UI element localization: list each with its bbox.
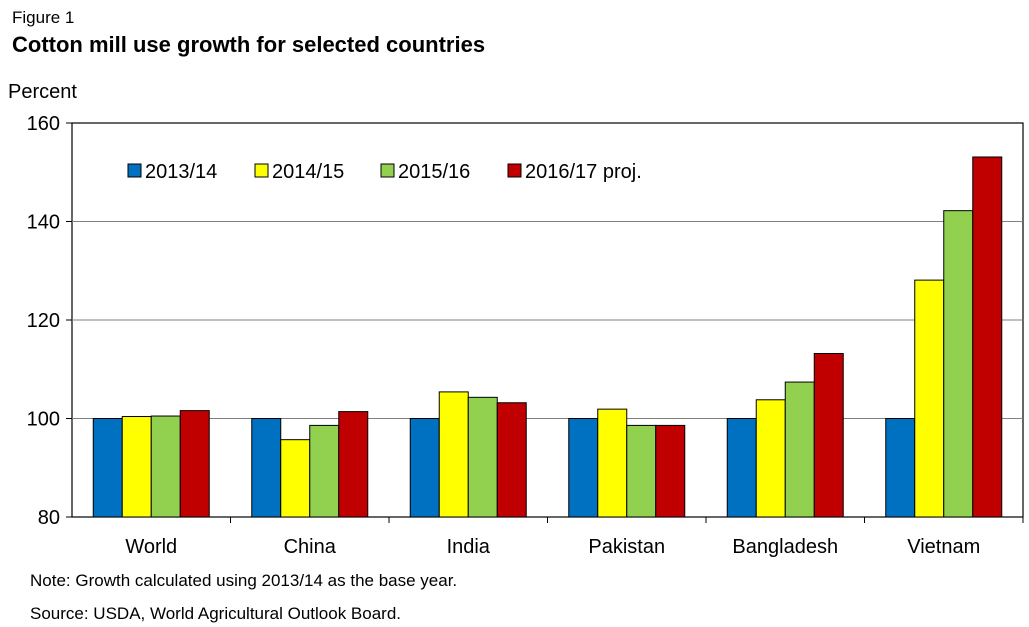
bar-india-2013-14 [409, 418, 440, 518]
x-tick-label: World [125, 536, 177, 558]
bar-india-2016-17-proj- [496, 402, 527, 518]
bar-pakistan-2016-17-proj- [655, 424, 686, 518]
bar-india-2015-16 [467, 396, 498, 518]
x-tick-label: Bangladesh [732, 536, 838, 558]
chart-note: Note: Growth calculated using 2013/14 as… [30, 571, 458, 590]
bar-bangladesh-2015-16 [784, 381, 815, 518]
bar-world-2013-14 [92, 418, 123, 518]
x-tick-label: Pakistan [588, 536, 665, 558]
bar-china-2013-14 [251, 418, 282, 518]
bar-world-2015-16 [150, 415, 181, 518]
chart-source: Source: USDA, World Agricultural Outlook… [30, 604, 402, 623]
legend-label: 2014/15 [272, 161, 344, 183]
legend-label: 2013/14 [145, 161, 217, 183]
bar-pakistan-2015-16 [626, 424, 657, 518]
figure-label: Figure 1 [12, 8, 75, 27]
bar-world-2014-15 [121, 416, 152, 518]
legend-swatch [507, 163, 522, 178]
chart-title: Cotton mill use growth for selected coun… [12, 32, 486, 57]
legend-swatch [127, 163, 142, 178]
bar-china-2016-17-proj- [338, 411, 369, 518]
bar-vietnam-2016-17-proj- [972, 156, 1003, 518]
legend: 2013/14 2014/15 2015/16 2016/17 proj. [127, 161, 642, 183]
bar-bangladesh-2013-14 [726, 418, 757, 518]
bars [92, 156, 1003, 518]
bar-vietnam-2014-15 [914, 279, 945, 518]
bar-world-2016-17-proj- [179, 410, 210, 518]
bar-china-2015-16 [309, 424, 340, 518]
bar-india-2014-15 [438, 391, 469, 518]
legend-swatch [254, 163, 269, 178]
x-tick-label: Vietnam [907, 536, 980, 558]
bar-vietnam-2015-16 [943, 210, 974, 518]
legend-swatch [380, 163, 395, 178]
gridlines [72, 221, 1023, 419]
y-tick-label: 120 [27, 310, 60, 332]
legend-label: 2015/16 [398, 161, 470, 183]
bar-pakistan-2014-15 [597, 408, 628, 518]
y-tick-label: 100 [27, 409, 60, 431]
x-axis-labels: World China India Pakistan Bangladesh Vietnam [125, 517, 1024, 558]
bar-vietnam-2013-14 [885, 418, 916, 518]
bar-bangladesh-2016-17-proj- [813, 352, 844, 518]
x-tick-label: China [284, 536, 337, 558]
bar-china-2014-15 [280, 439, 311, 518]
bar-pakistan-2013-14 [568, 418, 599, 518]
bar-bangladesh-2014-15 [755, 399, 786, 518]
x-tick-label: India [447, 536, 491, 558]
y-axis-ticks: 80 100 120 140 160 [27, 113, 72, 529]
y-tick-label: 140 [27, 212, 60, 234]
y-tick-label: 80 [38, 507, 60, 529]
y-axis-label: Percent [8, 81, 77, 103]
y-tick-label: 160 [27, 113, 60, 135]
legend-label: 2016/17 proj. [525, 161, 642, 183]
